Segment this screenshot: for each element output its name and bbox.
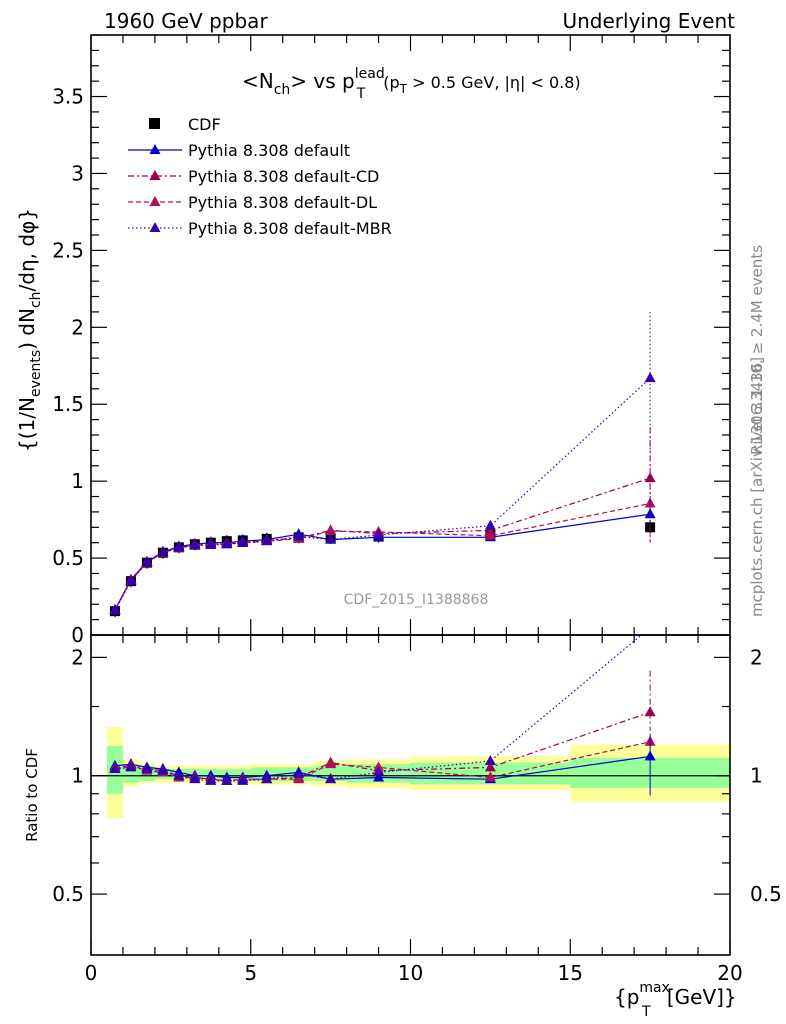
series-point-ratio (189, 773, 201, 784)
series-point-main (261, 535, 273, 546)
ratio-y-label: Ratio to CDF (23, 748, 41, 842)
series-point-main (157, 546, 169, 557)
series-point-ratio (484, 761, 496, 772)
series-point-ratio (325, 758, 337, 769)
legend-entry: Pythia 8.308 default-DL (128, 193, 377, 212)
legend-marker (149, 144, 161, 154)
series-point-main (484, 519, 496, 530)
series-point-main (125, 574, 137, 585)
series-point-ratio (484, 771, 496, 782)
x-tick-label: 5 (244, 961, 257, 985)
series-point-ratio (221, 774, 233, 785)
x-tick-label: 0 (85, 961, 98, 985)
y-tick-label: 1.5 (52, 392, 84, 416)
legend: CDF Pythia 8.308 default Pythia 8.308 defa… (128, 115, 392, 238)
series-point-main (293, 530, 305, 541)
cdf-uncertainty-band-inner (154, 769, 251, 780)
x-tick-label: 10 (398, 961, 423, 985)
series-point-ratio (373, 766, 385, 777)
legend-label: Pythia 8.308 default-CD (188, 167, 379, 186)
ratio-y-tick-label-left: 1 (71, 764, 84, 788)
x-tick-label: 20 (717, 961, 742, 985)
series-point-main (325, 533, 337, 544)
series-point-ratio (645, 622, 656, 632)
y-tick-label: 0 (71, 623, 84, 647)
legend-label: Pythia 8.308 default (188, 141, 350, 160)
legend-label: Pythia 8.308 default-MBR (188, 219, 392, 238)
header-right: Underlying Event (562, 9, 735, 33)
x-axis-label: {pmax T [GeV]} (614, 980, 737, 1020)
series-point-main (373, 529, 385, 539)
series-point-ratio (644, 706, 656, 717)
series-point-ratio (141, 763, 153, 774)
series-point-main (325, 525, 337, 536)
series-point-main (189, 539, 201, 550)
main-plot-panel: 0 0.5 1 1.5 2 2.5 3 3.5 (52, 34, 731, 647)
legend-entry: Pythia 8.308 default-CD (128, 167, 379, 186)
series-line-main (114, 377, 651, 611)
series-point-main (237, 537, 249, 547)
series-point-ratio (157, 764, 169, 775)
ratio-y-tick-label-right: 2 (750, 645, 763, 669)
series-point-ratio (373, 771, 385, 782)
ratio-y-tick-label-left: 2 (71, 645, 84, 669)
series-point-ratio (205, 774, 217, 785)
y-tick-label: 2 (71, 315, 84, 339)
series-point-ratio (325, 773, 337, 784)
y-tick-label: 1 (71, 469, 84, 493)
legend-marker (149, 222, 161, 232)
rivet-label: Rivet 3.1.10, ≥ 2.4M events (748, 245, 766, 455)
series-point-ratio (173, 769, 185, 780)
y-tick-label: 3 (71, 161, 84, 185)
series-point-main (484, 529, 496, 540)
ratio-series-group (109, 622, 656, 796)
y-tick-label: 3.5 (52, 85, 84, 109)
series-point-ratio (237, 774, 249, 785)
series-point-main (221, 538, 233, 549)
series-point-ratio (125, 761, 137, 772)
series-point-ratio (293, 768, 305, 779)
ratio-plot-panel: 0.5 0.51 12 20 5 10 15 20 (52, 622, 782, 985)
analysis-watermark: CDF_2015_I1388868 (344, 592, 489, 608)
series-point-main (205, 539, 217, 549)
series-point-ratio (293, 773, 305, 784)
series-point-ratio (261, 773, 273, 784)
legend-marker (149, 196, 161, 206)
y-axis-label: {(1/Nevents) dNch/dη, dφ} (15, 208, 44, 452)
ratio-y-tick-label-right: 1 (750, 764, 763, 788)
y-tick-label: 2.5 (52, 238, 84, 262)
legend-label: Pythia 8.308 default-DL (188, 193, 377, 212)
header-left: 1960 GeV ppbar (104, 9, 268, 33)
legend-label: CDF (188, 115, 221, 134)
series-point-main (141, 556, 153, 567)
ratio-y-tick-label-left: 0.5 (52, 882, 84, 906)
x-tick-label: 15 (558, 961, 583, 985)
legend-entry: Pythia 8.308 default (128, 141, 350, 160)
legend-marker (149, 170, 161, 180)
series-point-main (173, 541, 185, 552)
y-tick-label: 0.5 (52, 546, 84, 570)
legend-marker (149, 118, 160, 129)
series-point-main (109, 604, 121, 615)
ratio-y-tick-label-right: 0.5 (750, 882, 782, 906)
plot-title: <Nch> vs plead T(pT > 0.5 GeV, |η| < 0.8) (242, 66, 581, 102)
series-point-ratio (109, 763, 121, 774)
legend-entry: CDF (149, 115, 221, 134)
series-point-ratio (484, 755, 496, 766)
legend-entry: Pythia 8.308 default-MBR (128, 219, 392, 238)
mcplots-label: mcplots.cern.ch [arXiv:1306.3436] (748, 357, 766, 617)
